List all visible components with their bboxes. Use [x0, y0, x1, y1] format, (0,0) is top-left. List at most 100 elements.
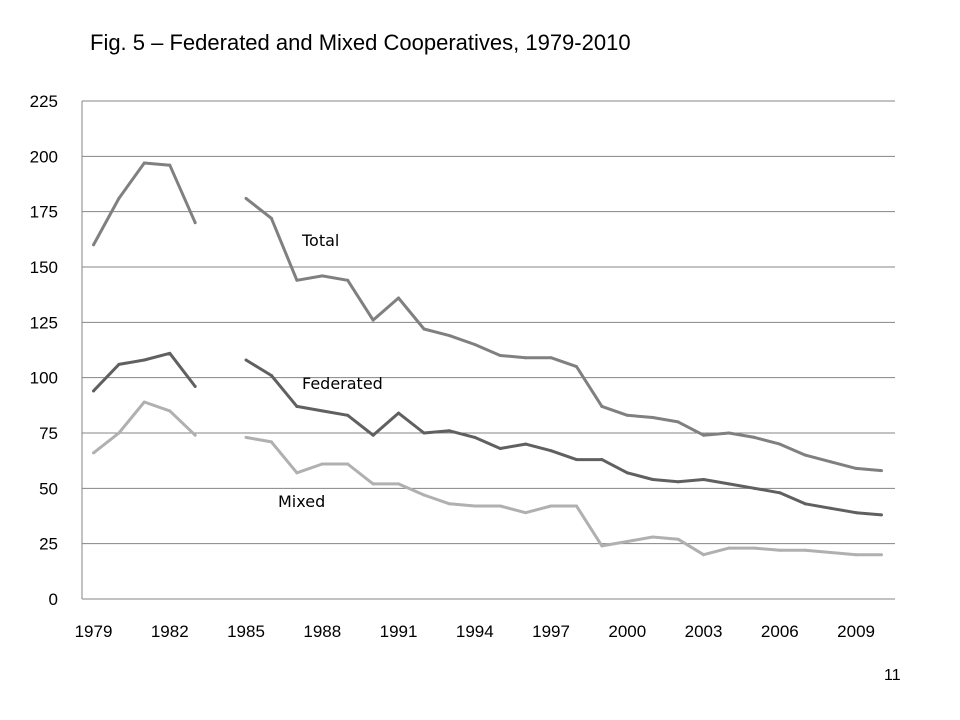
series-label-federated: Federated: [302, 374, 383, 393]
data-point-total-2005: [752, 435, 756, 439]
data-point-total-1999: [600, 404, 604, 408]
x-tick-label-2003: 2003: [685, 622, 723, 641]
data-point-federated-1980: [117, 362, 121, 366]
data-point-federated-1994: [473, 435, 477, 439]
data-point-federated-1992: [422, 431, 426, 435]
data-point-mixed-1981: [142, 400, 146, 404]
data-point-total-1982: [168, 163, 172, 167]
data-point-mixed-1995: [498, 504, 502, 508]
data-point-federated-1993: [447, 429, 451, 433]
data-point-federated-1987: [295, 404, 299, 408]
data-point-federated-2002: [676, 480, 680, 484]
data-point-federated-2006: [778, 491, 782, 495]
data-point-total-1990: [371, 318, 375, 322]
data-point-mixed-2006: [778, 548, 782, 552]
data-point-mixed-1990: [371, 482, 375, 486]
data-point-mixed-2007: [803, 548, 807, 552]
data-point-total-2001: [651, 416, 655, 420]
axes: 0 25 50 75 100 125 150 175 200 225 1979 1982 1985 198…: [30, 92, 895, 641]
series-labels: Total Federated Mixed: [278, 231, 383, 511]
data-point-federated-2010: [880, 513, 883, 517]
data-point-total-2003: [702, 433, 706, 437]
y-tick-label-100: 100: [30, 369, 58, 388]
data-point-mixed-1987: [295, 471, 299, 475]
data-point-mixed-1999: [600, 544, 604, 548]
y-tick-label-225: 225: [30, 92, 58, 111]
data-point-total-1983: [193, 221, 197, 225]
data-point-federated-1986: [269, 373, 273, 377]
data-point-mixed-1996: [524, 511, 528, 515]
data-point-total-1998: [574, 365, 578, 369]
data-point-total-1981: [142, 161, 146, 165]
x-tick-label-1991: 1991: [380, 622, 418, 641]
y-tick-label-200: 200: [30, 147, 58, 166]
data-point-mixed-1998: [574, 504, 578, 508]
data-point-mixed-1993: [447, 502, 451, 506]
data-point-mixed-2003: [702, 553, 706, 557]
data-point-mixed-1994: [473, 504, 477, 508]
data-point-mixed-1989: [346, 462, 350, 466]
data-point-mixed-1983: [193, 433, 197, 437]
y-tick-label-75: 75: [39, 424, 58, 443]
data-point-total-2008: [829, 460, 833, 464]
data-point-federated-2009: [854, 511, 858, 515]
gridlines: [82, 100, 895, 545]
y-tick-label-125: 125: [30, 313, 58, 332]
data-point-total-1994: [473, 342, 477, 346]
x-tick-label-2009: 2009: [837, 622, 875, 641]
data-point-federated-2001: [651, 477, 655, 481]
data-point-total-1989: [346, 278, 350, 282]
data-point-mixed-1988: [320, 462, 324, 466]
data-point-mixed-2004: [727, 546, 731, 550]
data-point-federated-1995: [498, 446, 502, 450]
page-number: 11: [884, 667, 901, 684]
data-point-federated-1989: [346, 413, 350, 417]
data-point-mixed-1985: [244, 435, 248, 439]
data-point-total-1991: [397, 296, 401, 300]
data-point-total-1985: [244, 196, 248, 200]
data-point-mixed-2009: [854, 553, 858, 557]
data-point-federated-1988: [320, 409, 324, 413]
data-point-total-2007: [803, 453, 807, 457]
data-point-mixed-1979: [92, 451, 95, 455]
y-tick-label-50: 50: [39, 479, 58, 498]
data-point-total-1979: [92, 243, 95, 247]
series-line-mixed: [92, 400, 882, 557]
x-tick-label-1988: 1988: [303, 622, 341, 641]
y-tick-label-25: 25: [39, 535, 58, 554]
y-tick-label-175: 175: [30, 203, 58, 222]
data-point-total-2002: [676, 420, 680, 424]
chart-title: Fig. 5 – Federated and Mixed Cooperative…: [90, 30, 631, 55]
data-point-total-2010: [880, 469, 883, 473]
x-tick-label-1982: 1982: [151, 622, 189, 641]
y-tick-label-0: 0: [49, 590, 58, 609]
series-label-mixed: Mixed: [278, 492, 325, 511]
x-tick-label-1994: 1994: [456, 622, 494, 641]
data-point-federated-1999: [600, 458, 604, 462]
data-point-federated-2005: [752, 486, 756, 490]
data-point-mixed-2010: [880, 553, 883, 557]
data-point-federated-1982: [168, 351, 172, 355]
data-point-total-1986: [269, 216, 273, 220]
data-point-total-1988: [320, 274, 324, 278]
x-tick-label-2000: 2000: [608, 622, 646, 641]
data-point-total-1995: [498, 354, 502, 358]
data-point-federated-1981: [142, 358, 146, 362]
data-point-federated-2000: [625, 471, 629, 475]
data-point-total-1980: [117, 196, 121, 200]
data-point-federated-2007: [803, 502, 807, 506]
data-point-total-2009: [854, 466, 858, 470]
series-lines: [92, 161, 883, 557]
data-point-mixed-1991: [397, 482, 401, 486]
data-point-federated-1998: [574, 458, 578, 462]
data-point-total-1993: [447, 334, 451, 338]
series-line-total: [92, 161, 882, 473]
data-point-mixed-2008: [829, 551, 833, 555]
data-point-federated-2004: [727, 482, 731, 486]
data-point-mixed-1992: [422, 493, 426, 497]
data-point-mixed-1982: [168, 409, 172, 413]
data-point-federated-1983: [193, 385, 197, 389]
data-point-mixed-2000: [625, 539, 629, 543]
data-point-mixed-1980: [117, 431, 121, 435]
